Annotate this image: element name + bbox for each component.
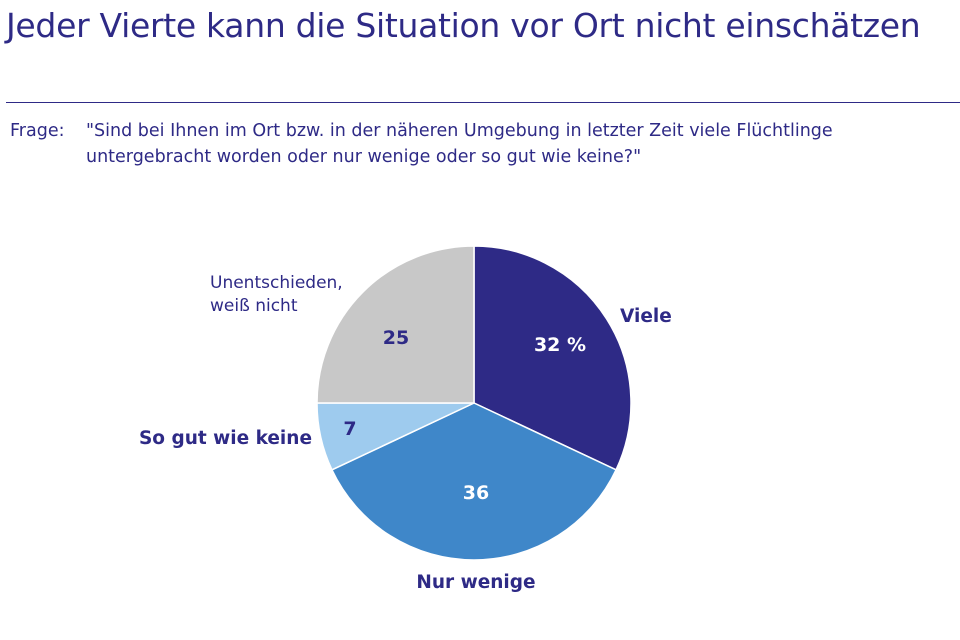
slice-category-label: Nur wenige — [416, 572, 535, 593]
title-divider — [6, 102, 960, 103]
slice-value-label: 36 — [463, 482, 489, 504]
slice-category-label: Viele — [620, 306, 672, 327]
slice-category-label: So gut wie keine — [139, 428, 312, 449]
question-prefix: Frage: — [10, 121, 65, 141]
pie-slice-0 — [473, 245, 632, 471]
question-text: "Sind bei Ihnen im Ort bzw. in der näher… — [86, 121, 833, 167]
chart-title: Jeder Vierte kann die Situation vor Ort … — [6, 6, 921, 45]
pie-slice-3 — [316, 245, 475, 404]
slice-category-label: Unentschieden, weiß nicht — [210, 273, 343, 316]
slice-value-label: 32 % — [534, 334, 586, 356]
slice-value-label: 25 — [383, 327, 409, 349]
pie-slice-1 — [330, 402, 618, 561]
slice-value-label: 7 — [343, 418, 356, 440]
